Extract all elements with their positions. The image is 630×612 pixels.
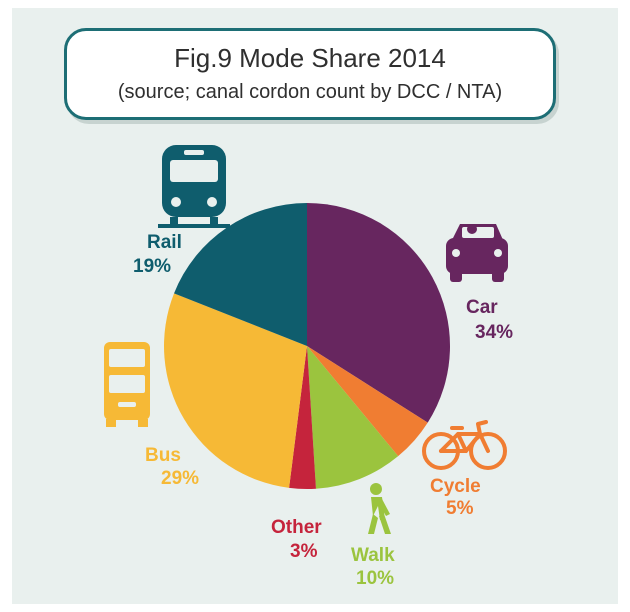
pie-slice-rail xyxy=(174,203,307,346)
pie-slice-other xyxy=(289,346,316,489)
label-other-name: Other xyxy=(271,517,322,538)
chart-subtitle: (source; canal cordon count by DCC / NTA… xyxy=(117,81,503,103)
pie-slice-walk xyxy=(307,346,399,489)
label-other-value: 3% xyxy=(290,541,318,562)
label-bus-value: 29% xyxy=(161,468,199,489)
bus-icon xyxy=(104,342,150,427)
bicycle-icon xyxy=(422,420,507,470)
label-rail-value: 19% xyxy=(133,256,171,277)
label-walk-value: 10% xyxy=(356,568,394,589)
label-car-value: 34% xyxy=(475,322,513,343)
title-box: Fig.9 Mode Share 2014 (source; canal cor… xyxy=(64,28,556,120)
label-car-name: Car xyxy=(466,297,498,318)
label-cycle-name: Cycle xyxy=(430,476,481,497)
pie-slice-car xyxy=(307,203,450,423)
pie-slice-bus xyxy=(163,293,307,488)
label-rail-name: Rail xyxy=(147,232,182,253)
pie-slices xyxy=(163,203,450,489)
chart-title: Fig.9 Mode Share 2014 xyxy=(174,43,446,73)
walking-person-icon xyxy=(368,483,391,534)
label-bus-name: Bus xyxy=(145,445,181,466)
train-icon xyxy=(158,145,230,228)
label-cycle-value: 5% xyxy=(446,498,474,519)
label-walk-name: Walk xyxy=(351,545,395,566)
pie-slice-cycle xyxy=(307,346,428,457)
car-icon xyxy=(446,224,508,282)
